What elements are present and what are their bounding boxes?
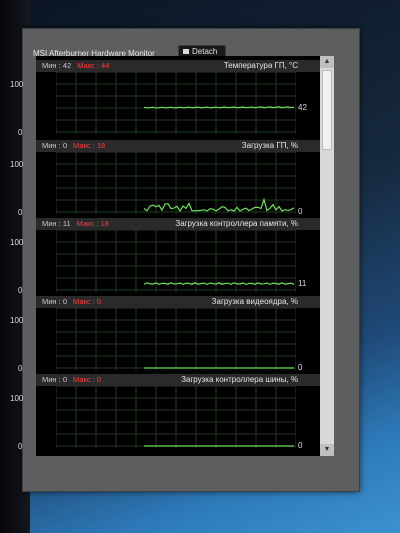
axis-max-label: 100 — [10, 160, 24, 169]
graph-minmax: Мин : 11 Макс : 18 — [42, 219, 109, 228]
axis-min-label: 0 — [18, 364, 23, 373]
graph-min-label: Мин : 0 — [42, 297, 68, 306]
axis-min-label: 0 — [18, 208, 23, 217]
graph-plot — [56, 230, 296, 292]
graph-min-label: Мин : 0 — [42, 375, 68, 384]
graph-line — [143, 197, 295, 213]
graph-max-label: Макс : 44 — [77, 61, 110, 70]
axis-min-label: 0 — [18, 286, 23, 295]
graph-max-label: Макс : 0 — [73, 297, 102, 306]
graph-min-label: Мин : 0 — [42, 141, 68, 150]
scrollbar-thumb[interactable] — [322, 70, 332, 150]
axis-min-label: 0 — [18, 128, 23, 137]
graph-minmax: Мин : 0 Макс : 0 — [42, 297, 101, 306]
graph-2: Мин : 0 Макс : 18 Загрузка ГП, % 0 — [36, 140, 320, 216]
graph-minmax: Мин : 0 Макс : 0 — [42, 375, 101, 384]
axis-max-label: 100 — [10, 238, 24, 247]
graph-plot — [56, 152, 296, 214]
detach-label: Detach — [192, 47, 218, 56]
graph-current-value: 0 — [298, 207, 303, 216]
graph-title: Загрузка ГП, % — [241, 141, 298, 150]
window-title: MSI Afterburner Hardware Monitor — [33, 49, 155, 58]
graph-3: Мин : 11 Макс : 18 Загрузка контроллера па… — [36, 218, 320, 292]
scrollbar-track[interactable] — [320, 56, 334, 456]
graph-current-value: 0 — [298, 441, 303, 450]
graph-line — [143, 282, 295, 286]
graph-header — [36, 60, 320, 72]
graph-max-label: Макс : 18 — [76, 219, 109, 228]
graph-header — [36, 374, 320, 386]
graph-current-value: 11 — [298, 278, 307, 288]
graph-header — [36, 218, 320, 230]
axis-min-label: 0 — [18, 442, 23, 451]
graph-header — [36, 296, 320, 308]
graph-current-value: 0 — [298, 363, 303, 372]
graph-5: Мин : 0 Макс : 0 Загрузка контроллера шины… — [36, 374, 320, 450]
graph-header — [36, 140, 320, 152]
graph-title: Загрузка контроллера памяти, % — [175, 219, 298, 228]
graph-min-label: Мин : 42 — [42, 61, 72, 70]
graph-title: Температура ГП, °C — [223, 61, 298, 70]
graph-title: Загрузка контроллера шины, % — [181, 375, 298, 384]
graph-min-label: Мин : 11 — [42, 219, 71, 228]
scroll-up-button[interactable]: ▲ — [320, 56, 334, 68]
graph-max-label: Макс : 18 — [73, 141, 106, 150]
graph-title: Загрузка видеоядра, % — [211, 297, 298, 306]
axis-max-label: 100 — [10, 80, 24, 89]
graph-plot — [56, 308, 296, 370]
axis-max-label: 100 — [10, 316, 24, 325]
graph-line — [143, 106, 295, 109]
graph-minmax: Мин : 42 Макс : 44 — [42, 61, 109, 70]
graph-max-label: Макс : 0 — [73, 375, 102, 384]
graph-current-value: 42 — [298, 102, 307, 112]
graphs-panel[interactable]: Мин : 42 Макс : 44 Температура ГП, °C 42 Мин… — [36, 56, 320, 456]
graph-4: Мин : 0 Макс : 0 Загрузка видеоядра, % 0 — [36, 296, 320, 372]
graph-minmax: Мин : 0 Макс : 18 — [42, 141, 105, 150]
axis-max-label: 100 — [10, 394, 24, 403]
graph-plot — [56, 386, 296, 448]
detach-icon — [183, 49, 189, 55]
scroll-down-button[interactable]: ▼ — [320, 444, 334, 456]
graph-1: Мин : 42 Макс : 44 Температура ГП, °C 42 — [36, 60, 320, 134]
graph-plot — [56, 72, 296, 134]
